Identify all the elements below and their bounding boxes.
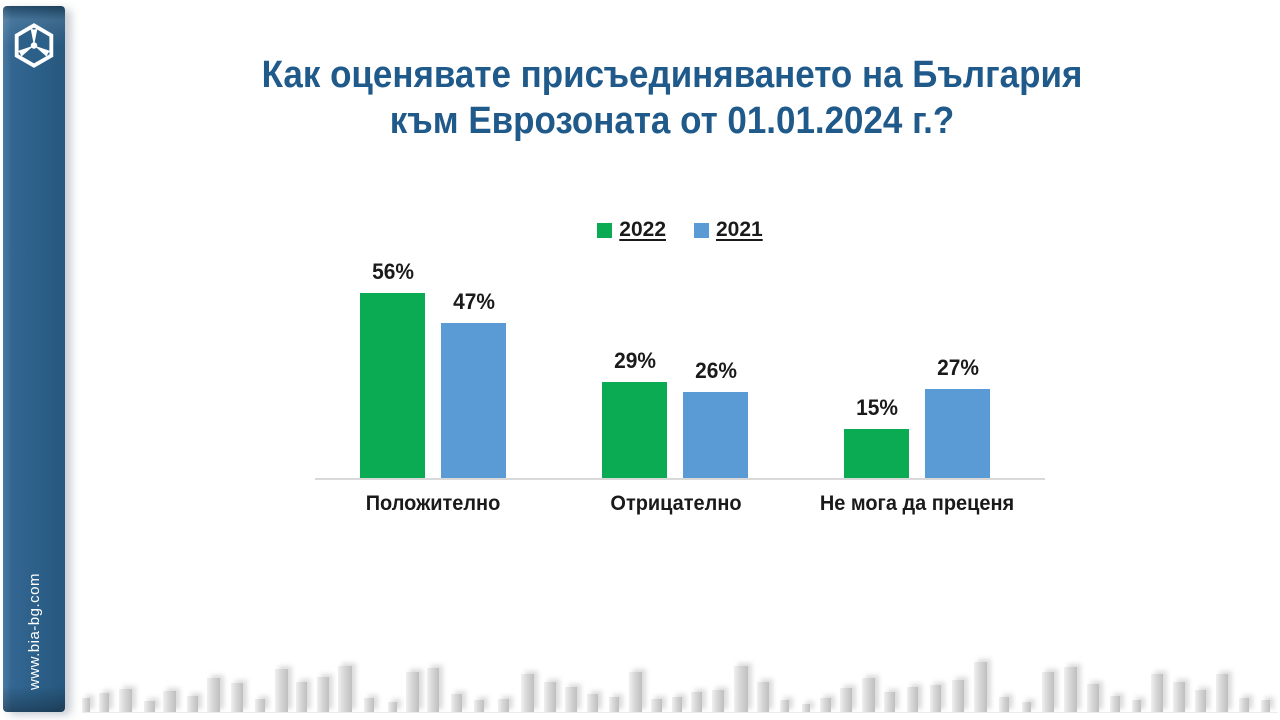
skyline-bar — [952, 680, 964, 712]
category-label: Не мога да преценя — [819, 492, 1015, 515]
bar-value-label: 29% — [613, 348, 656, 374]
slide-title: Как оценявате присъединяването на Българ… — [113, 52, 1232, 145]
x-axis-line — [315, 478, 1045, 480]
bar-chart: 2022 2021 56% 47% 29% 26% 15% 27% Положително… — [315, 200, 1045, 530]
legend-item-2021: 2021 — [694, 218, 763, 242]
skyline-bar — [296, 682, 307, 712]
bar-slot: 26% — [683, 200, 748, 478]
skyline-bar — [1173, 682, 1185, 712]
bar-value-label: 27% — [936, 354, 979, 380]
website-url: www.bia-bg.com — [3, 573, 65, 690]
skyline-bar — [629, 672, 642, 712]
bar-slot: 27% — [925, 200, 990, 478]
skyline-bar — [144, 701, 155, 712]
skyline-bar — [1022, 702, 1031, 712]
skyline-bar — [587, 694, 598, 712]
bar-2021-1 — [683, 392, 748, 478]
skyline-bar — [802, 704, 810, 712]
skyline-bar — [1087, 684, 1099, 712]
skyline-bar — [1042, 672, 1054, 712]
skyline-bar — [1132, 700, 1141, 712]
bar-value-label: 26% — [694, 358, 737, 384]
skyline-bar — [451, 694, 462, 712]
skyline-bar — [544, 682, 556, 712]
skyline-bar — [820, 698, 831, 712]
plot-area: 56% 47% 29% 26% 15% 27% — [315, 200, 1045, 478]
skyline-bar — [974, 662, 987, 712]
skyline-bar — [521, 674, 534, 712]
skyline-bar — [338, 666, 352, 712]
skyline-bar — [99, 693, 109, 712]
skyline-bar — [1239, 698, 1249, 712]
skyline-bar — [427, 668, 439, 712]
legend-item-2022: 2022 — [597, 218, 666, 242]
category-label: Положително — [365, 492, 501, 515]
bar-2022-1 — [602, 382, 667, 478]
bar-group: 29% 26% — [602, 200, 748, 478]
chart-legend: 2022 2021 — [315, 218, 1045, 242]
bar-2021-0 — [441, 322, 506, 478]
skyline-bar — [498, 699, 509, 712]
bar-slot: 47% — [441, 200, 506, 478]
skyline-bar — [691, 692, 702, 712]
bar-group: 56% 47% — [360, 200, 506, 478]
bar-value-label: 56% — [371, 259, 414, 285]
bia-logo-icon — [3, 19, 65, 71]
skyline-bar — [780, 700, 789, 712]
skyline-bar — [364, 698, 374, 712]
legend-label-2021: 2021 — [716, 218, 763, 241]
category-label: Отрицателно — [610, 492, 742, 515]
skyline-bar — [757, 682, 769, 712]
skyline-bar — [1064, 667, 1077, 712]
legend-swatch-2021 — [694, 222, 709, 238]
skyline-bar — [565, 687, 577, 712]
skyline-bar — [207, 678, 220, 712]
bar-slot: 56% — [360, 200, 425, 478]
slide-title-line2: към Еврозоната от 01.01.2024 г.? — [389, 100, 955, 143]
skyline-bar — [884, 692, 895, 712]
skyline-bar — [474, 700, 484, 712]
sidebar-brand-bar: www.bia-bg.com — [3, 6, 65, 712]
skyline-bar — [1195, 690, 1206, 712]
bar-slot: 15% — [844, 200, 909, 478]
skyline-bar — [672, 697, 682, 712]
skyline-bar — [609, 697, 619, 712]
skyline-bar — [1110, 696, 1120, 712]
skyline-bar — [651, 699, 662, 712]
skyline-bar — [840, 688, 852, 712]
bar-value-label: 47% — [452, 288, 495, 314]
slide-title-line1: Как оценявате присъединяването на Българ… — [261, 54, 1083, 96]
skyline-bar — [930, 685, 941, 712]
skyline-bar — [734, 666, 748, 712]
legend-label-2022: 2022 — [619, 218, 666, 241]
skyline-bar — [999, 697, 1009, 712]
category-labels: Положително Отрицателно Не мога да преценя — [315, 492, 1045, 522]
skyline-bar — [231, 683, 243, 712]
skyline-bar — [275, 669, 288, 712]
skyline-bar — [119, 689, 132, 712]
skyline-bar — [1151, 674, 1163, 712]
skyline-bar — [163, 691, 176, 712]
skyline-bar — [1216, 674, 1228, 712]
bar-group: 15% 27% — [844, 200, 990, 478]
skyline-bar — [406, 672, 419, 712]
bar-2022-2 — [844, 428, 909, 478]
bar-value-label: 15% — [855, 394, 898, 420]
skyline-bar — [187, 696, 198, 712]
skyline-bar — [907, 687, 918, 712]
skyline-bar — [1261, 700, 1270, 712]
skyline-bar — [862, 678, 875, 712]
skyline-bar — [712, 690, 724, 712]
website-url-text: www.bia-bg.com — [25, 572, 43, 690]
skyline-bar — [317, 677, 329, 712]
skyline-decoration — [82, 651, 1278, 713]
skyline-bar — [255, 699, 265, 712]
bar-2022-0 — [360, 293, 425, 478]
skyline-bar — [82, 698, 90, 712]
bar-slot: 29% — [602, 200, 667, 478]
bar-2021-2 — [925, 388, 990, 478]
skyline-bar — [388, 702, 397, 712]
legend-swatch-2022 — [597, 222, 613, 238]
